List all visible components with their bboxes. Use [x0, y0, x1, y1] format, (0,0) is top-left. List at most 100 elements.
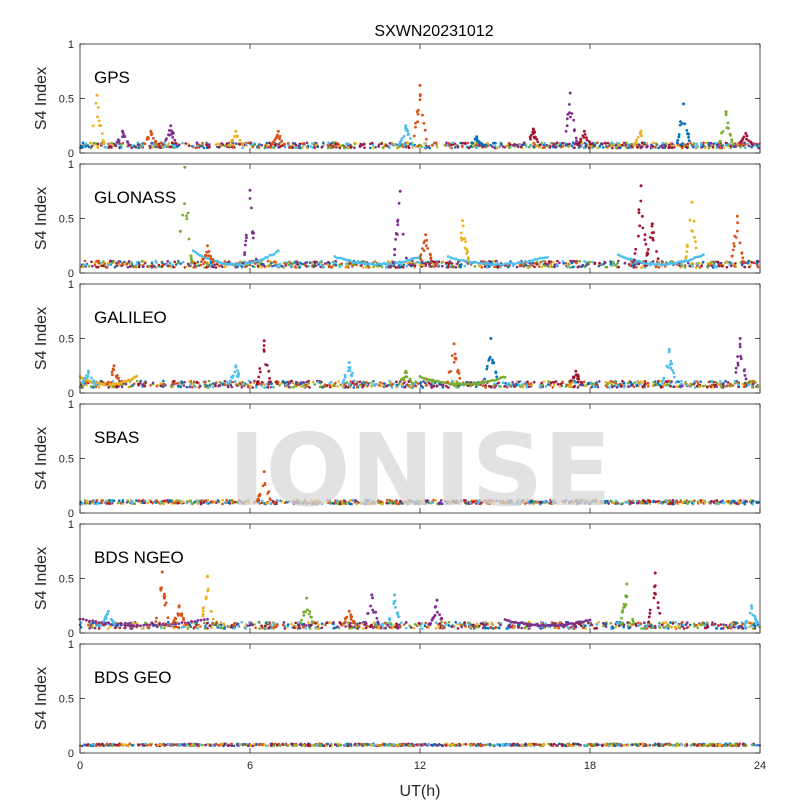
data-point — [731, 248, 735, 252]
data-point — [169, 500, 173, 503]
data-point — [638, 144, 641, 147]
data-point — [546, 383, 550, 386]
data-point — [356, 380, 360, 384]
data-point — [528, 260, 532, 263]
data-point — [486, 380, 490, 383]
data-point — [623, 256, 627, 259]
data-point — [577, 380, 580, 384]
data-point — [248, 197, 252, 200]
data-point — [591, 145, 594, 148]
data-point — [362, 384, 365, 387]
data-point — [121, 129, 124, 133]
data-point — [558, 385, 562, 388]
data-point — [115, 374, 119, 377]
data-point — [248, 188, 252, 192]
data-point — [87, 265, 91, 268]
data-point — [634, 141, 638, 145]
data-point — [588, 140, 591, 144]
data-point — [636, 259, 639, 263]
data-point — [381, 501, 385, 504]
data-point — [199, 263, 203, 267]
data-point — [223, 383, 227, 386]
data-point — [372, 380, 375, 383]
data-point — [238, 380, 242, 384]
data-point — [608, 381, 612, 385]
data-point — [254, 257, 258, 261]
data-point — [606, 141, 610, 145]
data-point — [656, 257, 660, 260]
data-point — [541, 383, 544, 387]
data-point — [511, 262, 515, 265]
data-point — [456, 501, 460, 505]
data-point — [151, 146, 155, 149]
data-point — [672, 262, 675, 266]
data-point — [223, 144, 227, 147]
data-point — [411, 263, 414, 266]
data-point — [396, 223, 400, 227]
data-point — [141, 501, 145, 505]
data-point — [430, 386, 434, 389]
data-point — [406, 133, 410, 137]
data-point — [572, 259, 575, 263]
data-point — [238, 138, 242, 142]
data-point — [490, 621, 494, 624]
data-point — [91, 124, 95, 128]
data-point — [365, 381, 369, 384]
data-point — [271, 499, 275, 503]
data-point — [751, 502, 755, 506]
data-point — [623, 261, 627, 265]
data-point — [332, 261, 336, 265]
data-point — [112, 499, 115, 503]
data-point — [495, 499, 499, 503]
data-point — [113, 260, 116, 264]
data-point — [89, 141, 92, 145]
data-point — [598, 380, 601, 383]
data-point — [491, 358, 494, 362]
data-point — [416, 112, 420, 116]
data-point — [194, 385, 197, 389]
data-point — [268, 260, 272, 263]
data-point — [640, 261, 644, 264]
data-point — [437, 380, 441, 383]
data-point — [513, 143, 516, 146]
data-point — [707, 262, 710, 265]
data-point — [150, 266, 154, 269]
data-point — [539, 260, 542, 264]
data-point — [359, 142, 363, 146]
data-point — [730, 254, 734, 258]
data-point — [568, 103, 571, 106]
data-point — [618, 146, 621, 149]
data-point — [434, 621, 438, 624]
data-point — [643, 621, 646, 624]
data-point — [739, 354, 742, 358]
data-point — [499, 263, 502, 266]
data-point — [435, 379, 439, 383]
data-point — [728, 261, 731, 264]
data-point — [717, 145, 720, 148]
data-point — [469, 145, 473, 148]
data-point — [644, 242, 648, 246]
data-point — [501, 263, 505, 267]
data-point — [526, 260, 530, 264]
data-point — [536, 257, 539, 261]
data-point — [631, 264, 634, 268]
data-point — [376, 265, 380, 269]
data-point — [628, 264, 632, 267]
data-point — [430, 380, 434, 384]
data-point — [678, 500, 682, 504]
data-point — [132, 382, 136, 386]
data-point — [178, 229, 182, 233]
data-point — [602, 624, 605, 628]
data-point — [106, 261, 110, 265]
data-point — [234, 262, 238, 266]
data-point — [467, 146, 471, 150]
data-point — [637, 234, 640, 238]
data-point — [404, 369, 408, 373]
data-point — [732, 499, 736, 503]
data-point — [216, 142, 220, 146]
data-point — [156, 144, 160, 147]
data-point — [743, 502, 747, 506]
data-point — [624, 500, 627, 504]
data-point — [701, 144, 705, 147]
data-point — [358, 622, 362, 625]
